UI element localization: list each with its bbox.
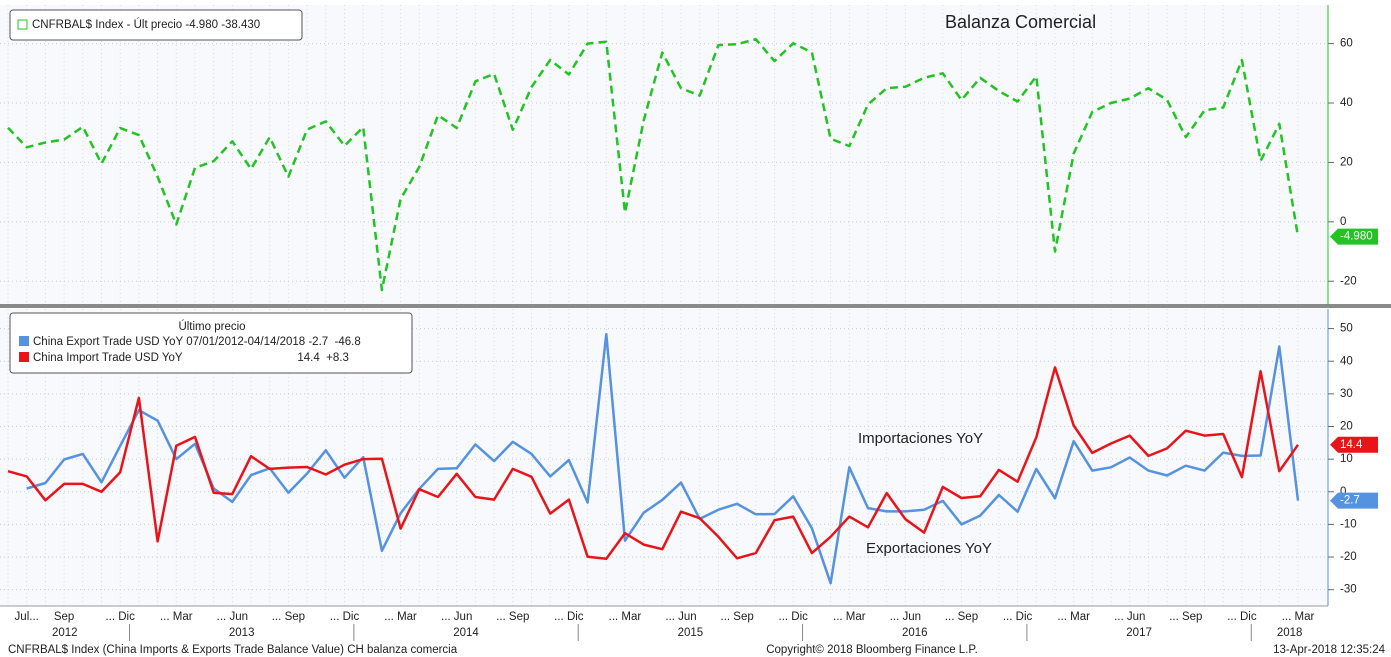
top-legend-box <box>9 9 303 41</box>
series-line <box>7 37 1300 292</box>
y-tick-label: 40 <box>1340 355 1353 367</box>
top-legend-swatch <box>17 19 28 30</box>
year-label: 2012 <box>52 627 78 639</box>
y-tick-label: -20 <box>1340 275 1357 287</box>
year-label: 2018 <box>1277 627 1303 639</box>
year-label: 2014 <box>453 627 479 639</box>
legend-swatch <box>19 352 29 362</box>
y-tick-label: 10 <box>1340 453 1353 465</box>
year-label: 2016 <box>902 627 928 639</box>
last-value-label: -2.7 <box>1340 495 1360 507</box>
footer-center: Copyright© 2018 Bloomberg Finance L.P. <box>766 644 978 656</box>
x-tick-label: ... Mar <box>1282 611 1315 623</box>
year-label: 2013 <box>229 627 255 639</box>
marks <box>0 5 1328 606</box>
last-value-label: -4.980 <box>1340 231 1373 243</box>
top-legend-text: CNFRBAL$ Index - Últ precio -4.980 -38.4… <box>32 18 260 31</box>
x-tick-label: Jul... <box>15 611 39 623</box>
bottom-legend-box <box>9 312 413 374</box>
x-tick-label: ... Mar <box>160 611 193 623</box>
series-line <box>26 332 1300 585</box>
legend-entry: China Import Trade USD YoY 14.4 +8.3 <box>33 352 349 364</box>
x-tick-label: ... Mar <box>384 611 417 623</box>
y-tick-label: 20 <box>1340 156 1353 168</box>
x-tick-label: ... Mar <box>1057 611 1090 623</box>
x-tick-label: Sep <box>54 611 74 623</box>
last-value-label: 14.4 <box>1340 439 1363 451</box>
y-tick-label: 0 <box>1340 486 1346 498</box>
x-tick-label: ... Dic <box>554 611 584 623</box>
footer-right: 13-Apr-2018 12:35:24 <box>1273 644 1385 656</box>
x-tick-label: ... Dic <box>779 611 809 623</box>
x-tick-label: ... Sep <box>945 611 978 623</box>
footer-left: CNFRBAL$ Index (China Imports & Exports … <box>8 644 458 656</box>
y-tick-label: 40 <box>1340 97 1353 109</box>
top-plot-area <box>0 5 1328 305</box>
x-tick-label: ... Jun <box>217 611 248 623</box>
y-tick-label: 20 <box>1340 421 1353 433</box>
last-value-tag <box>1330 492 1378 509</box>
legend-entry: China Export Trade USD YoY 07/01/2012-04… <box>33 336 361 348</box>
x-tick-label: ... Dic <box>105 611 135 623</box>
x-tick-label: ... Jun <box>890 611 921 623</box>
series-line <box>7 366 1300 560</box>
y-tick-label: 50 <box>1340 323 1353 335</box>
y-tick-label: 0 <box>1340 216 1346 228</box>
y-tick-label: -30 <box>1340 584 1357 596</box>
annotation: Balanza Comercial <box>945 12 1096 32</box>
x-tick-label: ... Dic <box>1003 611 1033 623</box>
annotation: Exportaciones YoY <box>866 540 992 557</box>
x-tick-label: ... Dic <box>330 611 360 623</box>
last-value-tag <box>1330 228 1378 245</box>
x-tick-label: ... Dic <box>1227 611 1257 623</box>
y-tick-label: -10 <box>1340 518 1357 530</box>
legend-swatch <box>19 336 29 346</box>
year-label: 2015 <box>678 627 704 639</box>
y-tick-label: -20 <box>1340 551 1357 563</box>
x-tick-label: ... Mar <box>833 611 866 623</box>
y-tick-label: 30 <box>1340 388 1353 400</box>
x-tick-label: ... Sep <box>1169 611 1202 623</box>
x-tick-label: ... Mar <box>609 611 642 623</box>
x-tick-label: ... Sep <box>272 611 305 623</box>
year-label: 2017 <box>1126 627 1152 639</box>
panel-separator <box>0 304 1391 308</box>
last-value-tag <box>1330 436 1378 453</box>
x-tick-label: ... Jun <box>1114 611 1145 623</box>
x-tick-label: ... Jun <box>441 611 472 623</box>
legend-title: Último precio <box>178 320 245 333</box>
y-tick-label: 60 <box>1340 38 1353 50</box>
x-tick-label: ... Sep <box>721 611 754 623</box>
x-tick-label: ... Sep <box>496 611 529 623</box>
annotation: Importaciones YoY <box>858 430 983 447</box>
x-tick-label: ... Jun <box>665 611 696 623</box>
